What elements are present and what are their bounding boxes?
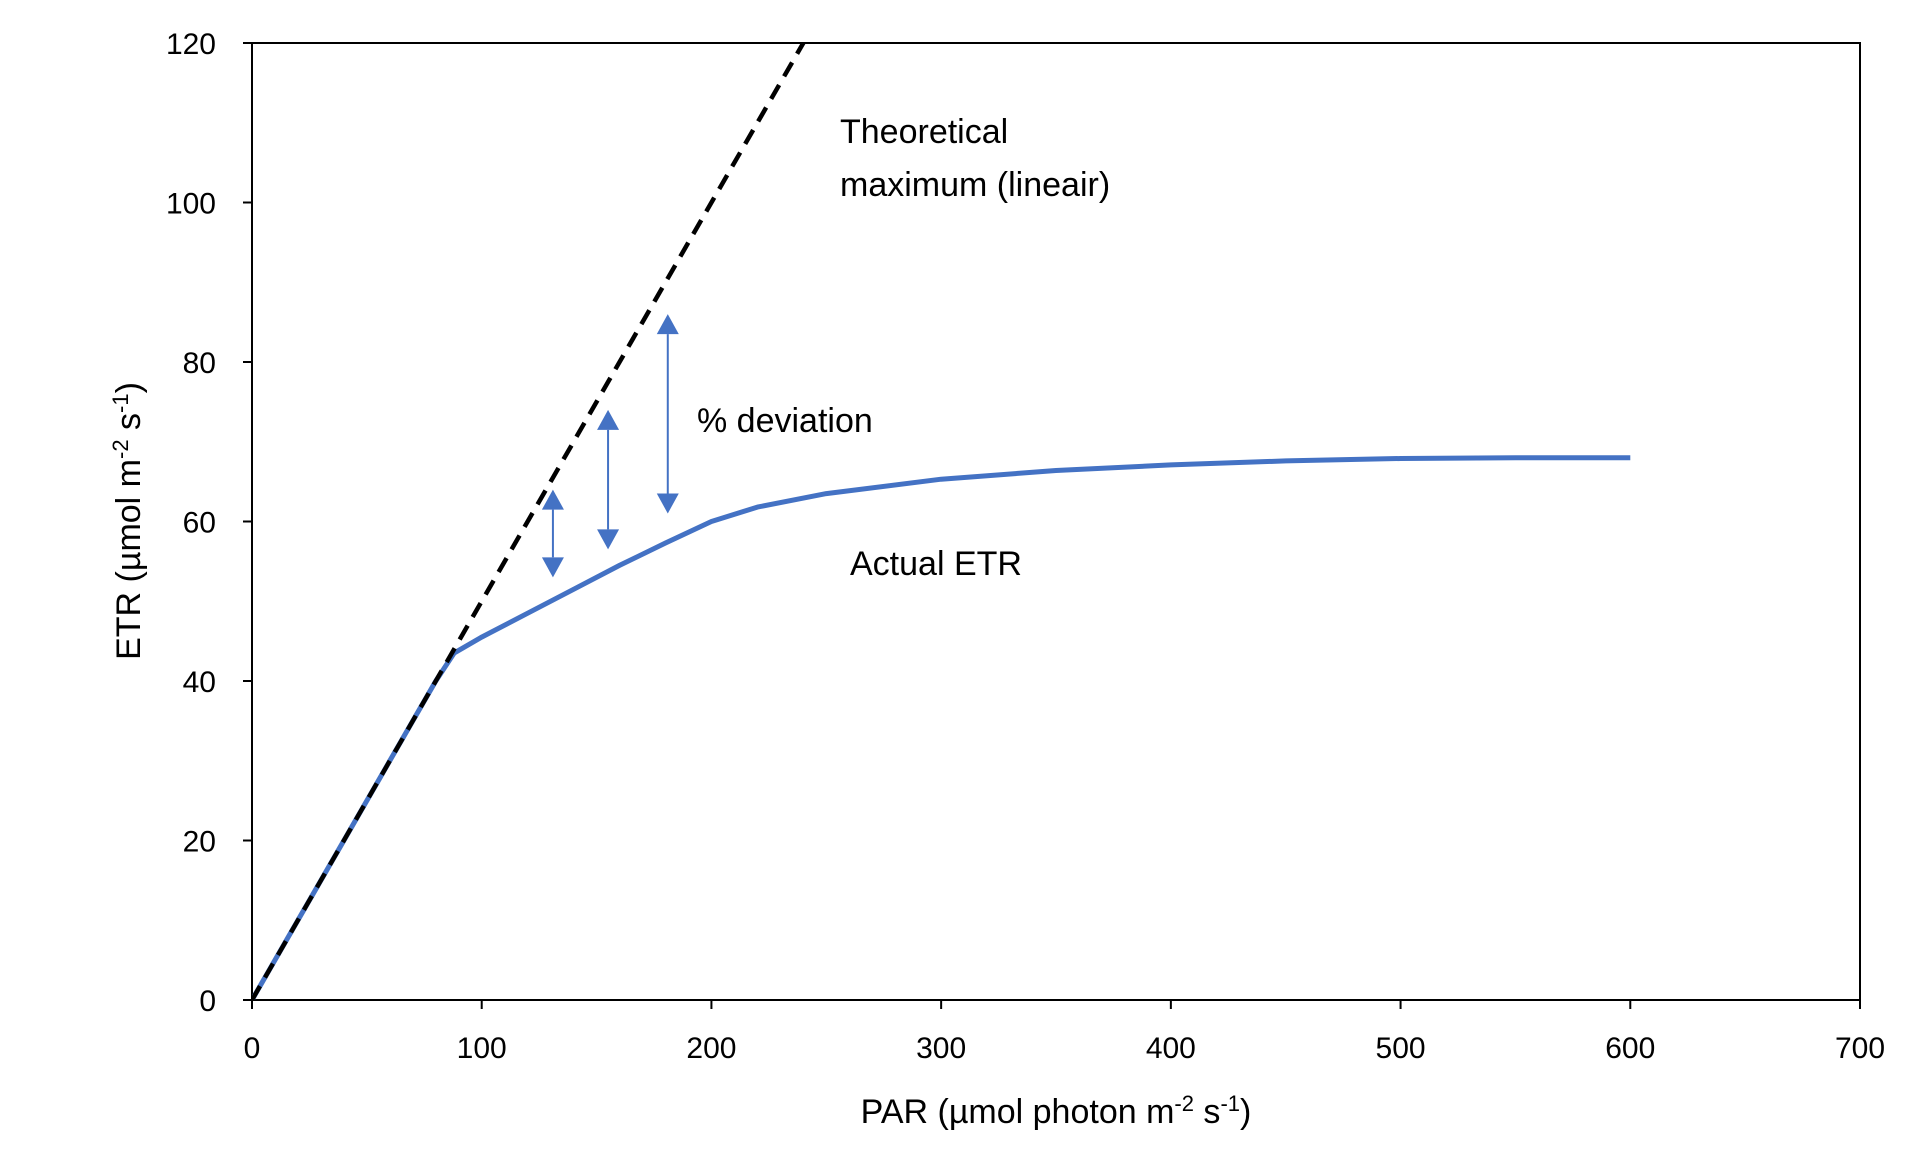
x-axis-title-main: PAR (µmol photon m [861,1093,1175,1131]
deviation-arrow-head-down [597,529,620,550]
x-tick-label: 200 [686,1032,736,1065]
y-axis-title-main: ETR (µmol m [110,459,148,660]
y-tick-label: 100 [166,188,216,221]
x-axis-title-mid: s [1194,1093,1220,1131]
x-axis-ticks: 0 100 200 300 400 500 600 700 [244,1000,1885,1065]
x-axis-title: PAR (µmol photon m-2 s-1) [861,1091,1252,1132]
y-tick-label: 120 [166,28,216,61]
deviation-arrow-head-up [597,409,620,430]
x-tick-label: 700 [1835,1032,1885,1065]
y-tick-label: 40 [183,666,216,699]
annotation-deviation: % deviation [697,402,873,440]
annotation-deviation-line-1: % deviation [697,402,873,440]
y-axis-title-sup-2: -1 [108,393,133,413]
series-layer [252,43,1631,1000]
x-tick-label: 400 [1146,1032,1196,1065]
x-tick-label: 100 [457,1032,507,1065]
y-axis-title: ETR (µmol m-2 s-1) [108,382,149,660]
annotation-actual-line-1: Actual ETR [850,545,1022,583]
annotation-actual: Actual ETR [850,545,1022,583]
x-tick-label: 300 [916,1032,966,1065]
x-axis-title-sup-2: -1 [1220,1091,1240,1116]
y-axis-title-sup-1: -2 [108,439,133,459]
y-axis-ticks: 0 20 40 60 80 100 120 [166,28,252,1018]
y-tick-label: 20 [183,826,216,859]
deviation-arrow-head-down [541,557,564,578]
annotation-theoretical-line-2: maximum (lineair) [840,166,1110,204]
annotation-theoretical-line-1: Theoretical [840,113,1008,151]
x-tick-label: 500 [1376,1032,1426,1065]
theoretical-max-line [252,43,806,1000]
x-axis-title-sup-1: -2 [1174,1091,1194,1116]
y-tick-label: 60 [183,507,216,540]
y-tick-label: 80 [183,347,216,380]
deviation-arrows [541,314,679,578]
x-tick-label: 600 [1605,1032,1655,1065]
actual-etr-line [252,455,1631,1000]
y-axis-title-end: ) [110,382,148,393]
deviation-arrow-head-up [541,489,564,510]
annotation-theoretical: Theoretical maximum (lineair) [840,113,1110,204]
x-tick-label: 0 [244,1032,261,1065]
y-axis-title-mid: s [110,413,148,439]
deviation-arrow-head-up [656,314,679,335]
deviation-arrow-head-down [656,493,679,514]
y-tick-label: 0 [199,985,216,1018]
x-axis-title-end: ) [1240,1093,1251,1131]
